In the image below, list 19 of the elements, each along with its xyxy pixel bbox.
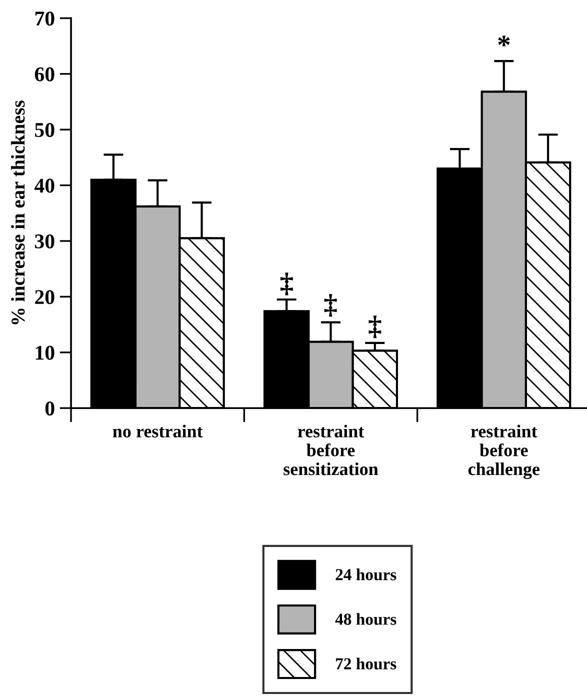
legend-label: 48 hours [335, 613, 396, 625]
y-tick-label: 0 [45, 401, 54, 416]
y-tick-label: 70 [35, 12, 54, 26]
y-tick-label: 60 [34, 67, 54, 82]
x-tick-label: restraint before sensitization [284, 424, 378, 476]
legend-label: 24 hours [336, 568, 396, 580]
y-tick-label: 30 [35, 234, 54, 248]
y-tick-label: 20 [35, 290, 54, 304]
legend-label: 72 hours [336, 658, 396, 670]
y-tick-label: 50 [35, 122, 54, 138]
annotation: ‡ [324, 294, 337, 317]
y-tick-label: 10 [36, 346, 54, 360]
annotation: ‡ [368, 316, 382, 338]
y-axis-title: % increase in ear thickness [11, 100, 25, 324]
y-tick-label: 40 [34, 178, 54, 193]
annotation: * [498, 36, 510, 46]
annotation: ‡ [280, 272, 293, 296]
x-tick-label: restraint before challenge [468, 424, 540, 480]
x-tick-label: no restraint [112, 424, 203, 438]
